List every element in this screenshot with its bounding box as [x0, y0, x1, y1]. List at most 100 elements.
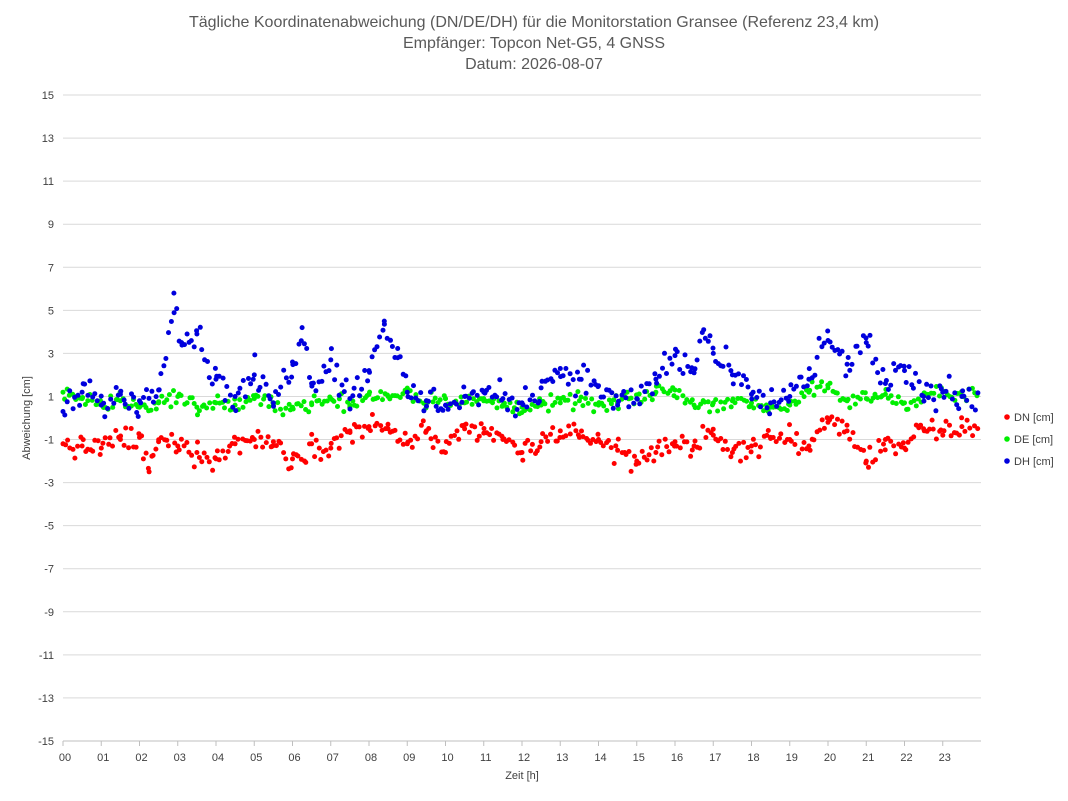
data-point: [240, 378, 246, 383]
data-point: [75, 392, 81, 398]
data-point: [213, 376, 219, 382]
data-point: [921, 394, 927, 399]
data-point: [534, 448, 540, 454]
data-point: [494, 394, 500, 400]
data-point: [237, 385, 243, 391]
data-point: [502, 391, 508, 397]
data-point: [301, 341, 307, 347]
data-point: [356, 424, 362, 430]
x-tick-label: 00: [59, 752, 71, 764]
data-point: [806, 389, 812, 395]
data-point: [588, 440, 593, 446]
data-point: [304, 346, 310, 351]
data-point: [67, 388, 73, 394]
data-point: [79, 396, 85, 402]
data-point: [757, 444, 763, 450]
data-point: [153, 446, 159, 452]
data-point: [311, 393, 317, 399]
data-point: [423, 398, 429, 404]
x-tick-label: 07: [327, 752, 339, 764]
data-point: [326, 368, 332, 374]
data-point: [117, 391, 123, 397]
data-point: [181, 443, 187, 449]
y-tick-label: 5: [48, 305, 54, 317]
data-point: [179, 340, 185, 346]
y-tick-label: -1: [44, 435, 54, 447]
data-point: [260, 374, 266, 380]
data-point: [213, 400, 219, 406]
chart-title: Tägliche Koordinatenabweichung (DN/DE/DH…: [189, 14, 879, 73]
data-point: [378, 389, 384, 395]
data-point: [947, 422, 952, 428]
data-point: [273, 443, 279, 449]
data-point: [512, 413, 518, 419]
data-point: [857, 350, 863, 356]
data-point: [247, 397, 253, 403]
data-point: [591, 409, 597, 415]
data-point: [560, 373, 566, 379]
data-point: [628, 387, 634, 393]
data-point: [423, 428, 429, 434]
x-tick-label: 03: [174, 752, 186, 764]
data-point: [701, 327, 707, 333]
data-point: [299, 325, 305, 331]
data-point: [206, 459, 212, 465]
chart-title-line: Datum: 2026-08-07: [465, 56, 603, 73]
data-point: [232, 441, 238, 447]
data-point: [616, 398, 621, 404]
data-point: [265, 434, 271, 440]
data-point: [793, 383, 799, 389]
data-point: [606, 397, 612, 403]
data-point: [882, 447, 888, 453]
data-point: [729, 372, 735, 378]
data-point: [194, 450, 200, 455]
data-point: [721, 406, 727, 412]
data-point: [537, 444, 543, 450]
data-point: [395, 346, 401, 351]
data-point: [328, 396, 334, 402]
data-point: [543, 434, 549, 440]
data-point: [749, 400, 754, 406]
data-point: [487, 432, 493, 438]
data-point: [729, 398, 735, 404]
data-point: [334, 362, 340, 368]
data-point: [446, 440, 452, 446]
data-point: [270, 400, 276, 406]
data-point: [661, 389, 667, 395]
data-point: [462, 394, 468, 399]
data-point: [430, 445, 436, 451]
data-point: [286, 401, 292, 407]
data-point: [408, 395, 414, 401]
data-point: [692, 366, 698, 372]
data-point: [207, 400, 213, 406]
data-point: [688, 453, 694, 459]
data-point: [79, 389, 85, 395]
data-point: [728, 454, 734, 460]
data-point: [143, 450, 149, 456]
x-tick-label: 19: [786, 752, 798, 764]
data-point: [472, 424, 478, 430]
data-point: [128, 426, 134, 431]
data-point: [902, 400, 907, 406]
data-point: [768, 434, 774, 440]
data-point: [443, 450, 448, 455]
data-point: [165, 443, 171, 449]
data-point: [188, 338, 194, 344]
legend-marker: [1004, 458, 1010, 464]
data-point: [90, 448, 96, 454]
data-point: [609, 390, 615, 396]
data-point: [222, 398, 228, 403]
data-point: [374, 344, 380, 350]
data-point: [726, 362, 732, 368]
data-point: [787, 402, 793, 408]
data-point: [632, 453, 637, 459]
data-point: [674, 443, 680, 449]
data-point: [769, 387, 775, 393]
data-point: [366, 368, 372, 374]
y-tick-label: 11: [43, 176, 54, 188]
data-point: [648, 445, 654, 451]
data-point: [707, 333, 713, 339]
data-point: [572, 401, 578, 407]
data-point: [377, 334, 383, 340]
